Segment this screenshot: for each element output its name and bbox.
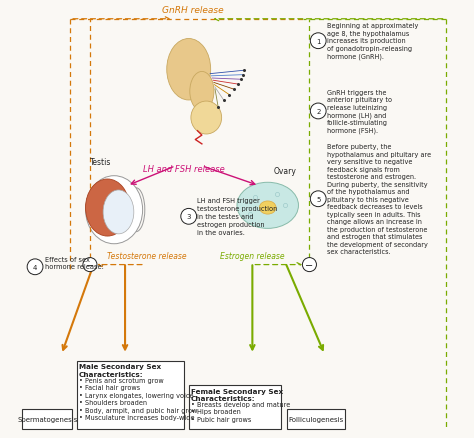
Text: Folliculogenesis: Folliculogenesis xyxy=(288,417,344,422)
Circle shape xyxy=(310,34,326,49)
Circle shape xyxy=(310,104,326,120)
Text: −: − xyxy=(305,260,313,270)
Text: Testis: Testis xyxy=(90,157,111,166)
Text: Beginning at approximately
age 8, the hypothalamus
increases its production
of g: Beginning at approximately age 8, the hy… xyxy=(327,23,419,60)
Text: Testosterone release: Testosterone release xyxy=(107,252,187,261)
Ellipse shape xyxy=(85,180,129,237)
Circle shape xyxy=(310,191,326,207)
Ellipse shape xyxy=(191,102,222,134)
Bar xyxy=(288,410,345,429)
Text: LH and FSH release: LH and FSH release xyxy=(144,164,225,173)
Text: GnRH triggers the
anterior pituitary to
release luteinizing
hormone (LH) and
fol: GnRH triggers the anterior pituitary to … xyxy=(327,89,392,134)
Text: −: − xyxy=(86,260,94,270)
Text: 4: 4 xyxy=(33,264,37,270)
Text: GnRH release: GnRH release xyxy=(162,6,224,15)
Circle shape xyxy=(302,258,317,272)
Text: LH and FSH trigger
testosterone production
in the testes and
estrogen production: LH and FSH trigger testosterone producti… xyxy=(198,198,278,236)
Text: 3: 3 xyxy=(186,214,191,220)
Text: Female Secondary Sex
Characteristics:: Female Secondary Sex Characteristics: xyxy=(191,388,283,401)
Bar xyxy=(22,410,73,429)
Text: Before puberty, the
hypothalamus and pituitary are
very sensitive to negative
fe: Before puberty, the hypothalamus and pit… xyxy=(327,144,431,254)
Text: Male Secondary Sex
Characteristics:: Male Secondary Sex Characteristics: xyxy=(79,364,161,377)
Text: • Breasts develop and mature
• Hips broaden
• Pubic hair grows: • Breasts develop and mature • Hips broa… xyxy=(191,401,290,422)
Text: Spermatogenesis: Spermatogenesis xyxy=(17,417,78,422)
Text: • Penis and scrotum grow
• Facial hair grows
• Larynx elongates, lowering voice
: • Penis and scrotum grow • Facial hair g… xyxy=(79,377,198,420)
Text: 2: 2 xyxy=(316,109,320,115)
Ellipse shape xyxy=(259,201,276,215)
Ellipse shape xyxy=(85,176,143,244)
Ellipse shape xyxy=(167,39,210,101)
Circle shape xyxy=(181,209,197,225)
Text: 1: 1 xyxy=(316,39,320,45)
Circle shape xyxy=(83,258,97,272)
Text: 5: 5 xyxy=(316,196,320,202)
Ellipse shape xyxy=(237,183,299,229)
Ellipse shape xyxy=(190,72,214,112)
Text: Estrogen release: Estrogen release xyxy=(220,252,285,261)
Text: Ovary: Ovary xyxy=(274,166,297,175)
Ellipse shape xyxy=(103,191,134,234)
Circle shape xyxy=(27,259,43,275)
Bar xyxy=(77,361,184,429)
Text: Effects of sex
hormone release:: Effects of sex hormone release: xyxy=(45,256,104,269)
Bar xyxy=(189,385,281,429)
